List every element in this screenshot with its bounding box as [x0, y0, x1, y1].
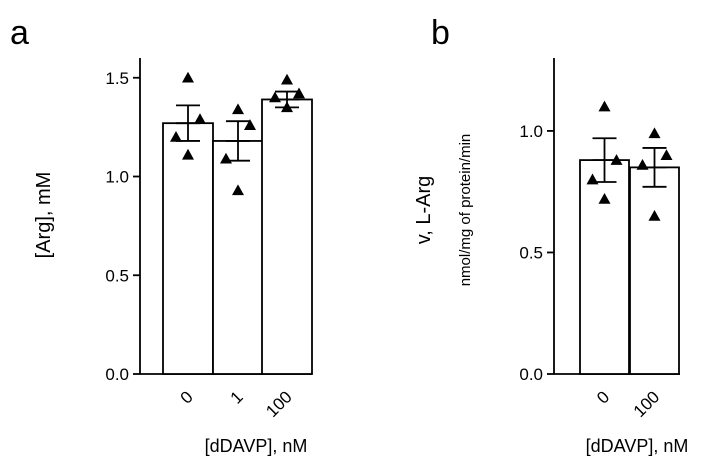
x-tick-label: 100: [262, 387, 295, 420]
data-point: [232, 103, 244, 115]
x-axis-label: [dDAVP], nM: [205, 436, 308, 456]
data-point: [293, 87, 305, 99]
bar-100: [261, 98, 313, 375]
y-axis-label: [Arg], mM: [33, 172, 55, 259]
y-tick-label: 1.5: [105, 69, 129, 88]
data-point: [281, 73, 293, 85]
data-point: [244, 119, 256, 130]
data-point: [194, 113, 206, 125]
x-tick-label: 100: [630, 387, 663, 420]
y-tick-label: 0.5: [519, 243, 543, 262]
y-axis-label: v, L-Arg: [413, 176, 435, 245]
bar-100: [629, 166, 680, 375]
data-point: [660, 149, 673, 161]
x-axis-label: [dDAVP], nM: [586, 436, 689, 456]
data-point: [648, 210, 661, 221]
data-point: [182, 148, 194, 160]
x-tick-label: 1: [227, 387, 247, 407]
data-point: [598, 192, 611, 204]
data-point: [636, 158, 649, 170]
panel-letter-b: b: [431, 14, 450, 52]
bar-0: [162, 122, 214, 375]
data-point: [281, 101, 293, 113]
y-tick-label: 1.0: [519, 122, 543, 141]
x-tick-label: 0: [593, 387, 613, 407]
x-tick-label: 0: [177, 387, 197, 407]
data-point: [232, 184, 244, 196]
data-point: [269, 91, 281, 103]
y-tick-label: 0.0: [519, 365, 543, 384]
y-axis-label-units: nmol/mg of protein/min: [457, 134, 474, 287]
panel-a: a 0.0 0.5 1.0 1.5 0 1 100 [dDAVP], nM [Arg], mM: [10, 14, 313, 456]
y-tick-label: 0.5: [105, 266, 129, 285]
data-point: [182, 71, 194, 83]
bar-1: [212, 140, 264, 375]
y-tick-label: 1.0: [105, 168, 129, 187]
data-point: [610, 154, 623, 165]
panel-b: b 0.0 0.5 1.0 0 100 [dDAVP], nM v, L-Arg nmol/mg…: [413, 14, 688, 456]
data-point: [220, 152, 232, 164]
y-tick-label: 0.0: [105, 365, 129, 384]
data-point: [648, 127, 661, 139]
panel-letter-a: a: [10, 14, 29, 52]
bar-0: [579, 159, 630, 375]
data-point: [586, 173, 599, 185]
data-point: [598, 100, 611, 112]
data-point: [170, 131, 182, 142]
